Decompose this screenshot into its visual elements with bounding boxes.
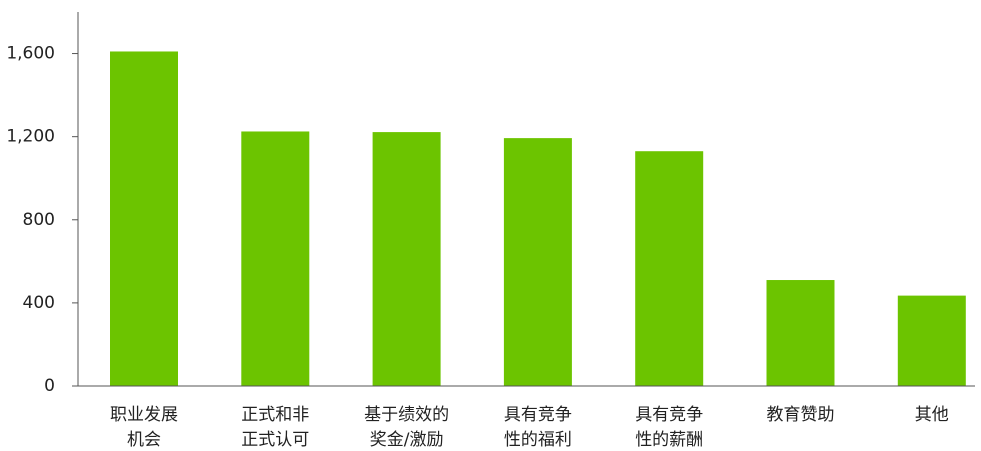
- x-category-label: 职业发展: [110, 405, 178, 425]
- y-tick-label: 400: [23, 293, 55, 313]
- y-tick-label: 800: [23, 210, 55, 230]
- x-category-label: 奖金/激励: [370, 430, 444, 450]
- bar: [110, 51, 178, 386]
- y-tick-label: 0: [44, 376, 55, 396]
- x-category-label: 教育赞助: [767, 405, 835, 425]
- y-tick-label: 1,600: [6, 44, 55, 64]
- x-category-label: 性的薪酬: [635, 430, 703, 450]
- bar: [241, 131, 310, 386]
- y-tick-label: 1,200: [6, 127, 55, 147]
- bar: [766, 280, 835, 386]
- x-category-label: 具有竞争: [504, 405, 572, 425]
- x-category-label: 具有竞争: [635, 405, 703, 425]
- bar: [635, 151, 704, 386]
- x-category-label: 正式和非: [241, 405, 309, 425]
- x-category-label: 其他: [915, 405, 949, 425]
- y-axis: 0 400 800 1,200 1,600: [6, 12, 79, 396]
- bar: [503, 138, 572, 386]
- bar: [372, 132, 441, 386]
- x-category-label: 性的福利: [504, 430, 572, 450]
- x-category-label: 正式认可: [241, 430, 309, 450]
- x-category-label: 基于绩效的: [364, 405, 449, 425]
- bars: [110, 51, 966, 386]
- bar: [897, 295, 966, 386]
- x-category-label: 机会: [127, 430, 161, 450]
